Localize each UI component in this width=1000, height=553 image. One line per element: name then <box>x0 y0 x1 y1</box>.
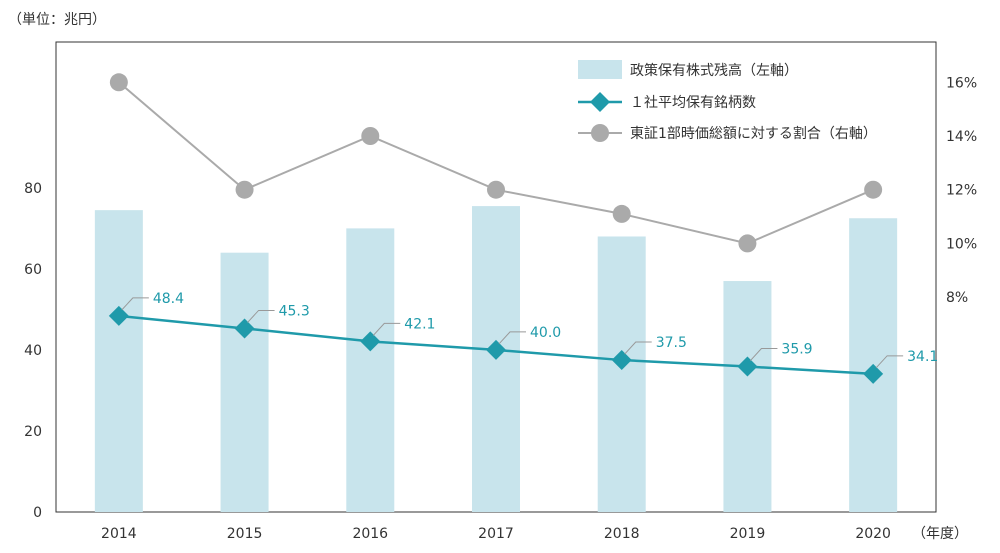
right-tick-label: 8% <box>946 290 968 306</box>
bar-2015 <box>220 252 269 513</box>
right-tick-label: 10% <box>946 236 977 252</box>
label-leader-2018 <box>624 341 652 355</box>
label-leader-2014 <box>121 297 149 311</box>
x-tick-label: 2015 <box>227 526 263 542</box>
data-label-2016: 42.1 <box>404 316 435 332</box>
label-leader-2019 <box>750 348 778 361</box>
x-tick-label: 2017 <box>478 526 514 542</box>
right-tick-label: 12% <box>946 183 977 199</box>
average-point-2017 <box>486 339 506 360</box>
data-label-2020: 34.1 <box>907 349 938 365</box>
data-label-2018: 37.5 <box>656 335 687 351</box>
ratio-point-2015 <box>235 180 254 199</box>
ratio-point-2018 <box>612 204 631 223</box>
legend-circle-marker <box>591 124 609 142</box>
x-tick-label: 2018 <box>604 526 640 542</box>
left-tick-label: 0 <box>33 505 42 521</box>
data-label-2017: 40.0 <box>530 325 561 341</box>
x-tick-label: 2020 <box>855 526 891 542</box>
bar-2018 <box>597 236 646 512</box>
legend-diamond-marker <box>590 92 610 112</box>
data-label-2014: 48.4 <box>153 291 184 307</box>
bar-2019 <box>723 281 772 512</box>
ratio-point-2014 <box>109 73 128 92</box>
average-point-2020 <box>863 363 884 384</box>
bar-2014 <box>94 210 143 512</box>
label-leader-2016 <box>372 322 401 336</box>
legend-bar-swatch <box>578 60 622 79</box>
average-point-2014 <box>108 305 129 326</box>
ratio-point-2020 <box>864 180 883 199</box>
left-tick-label: 80 <box>24 181 42 197</box>
x-tick-label: 2014 <box>101 526 137 542</box>
left-tick-label: 20 <box>24 424 42 440</box>
ratio-point-2016 <box>361 127 380 145</box>
label-leader-2020 <box>875 355 904 369</box>
average-point-2015 <box>234 318 255 339</box>
bar-series <box>94 206 898 513</box>
average-holdings-line-series <box>108 305 884 384</box>
average-point-2016 <box>360 331 381 352</box>
legend-label-average: １社平均保有銘柄数 <box>630 95 756 111</box>
average-point-2018 <box>611 350 632 371</box>
right-tick-label: 16% <box>946 75 977 91</box>
label-leader-2017 <box>498 331 526 345</box>
data-label-2019: 35.9 <box>781 342 812 358</box>
bar-2016 <box>346 228 395 512</box>
left-tick-label: 40 <box>24 343 42 359</box>
x-tick-label: 2016 <box>352 526 388 542</box>
ratio-point-2019 <box>738 234 757 253</box>
x-tick-label: 2019 <box>730 526 766 542</box>
legend-label-ratio: 東証1部時価総額に対する割合（右軸） <box>630 125 877 142</box>
data-labels: 48.4 45.3 42.1 40.0 37.5 35.9 34.1 <box>121 291 938 369</box>
ratio-line-series <box>109 73 883 253</box>
ratio-point-2017 <box>487 180 505 199</box>
average-point-2019 <box>737 356 758 377</box>
x-axis-unit: （年度） <box>912 526 968 542</box>
right-tick-label: 14% <box>946 129 977 145</box>
data-label-2015: 45.3 <box>279 303 310 319</box>
legend-label-bars: 政策保有株式残高（左軸） <box>630 62 798 79</box>
axes: 2014 2015 2016 2017 2018 2019 2020 0 20 40 60 80 8% 1… <box>24 75 977 542</box>
left-axis-unit: （単位：兆円） <box>8 12 106 28</box>
left-tick-label: 60 <box>24 262 42 278</box>
label-leader-2015 <box>247 309 275 323</box>
